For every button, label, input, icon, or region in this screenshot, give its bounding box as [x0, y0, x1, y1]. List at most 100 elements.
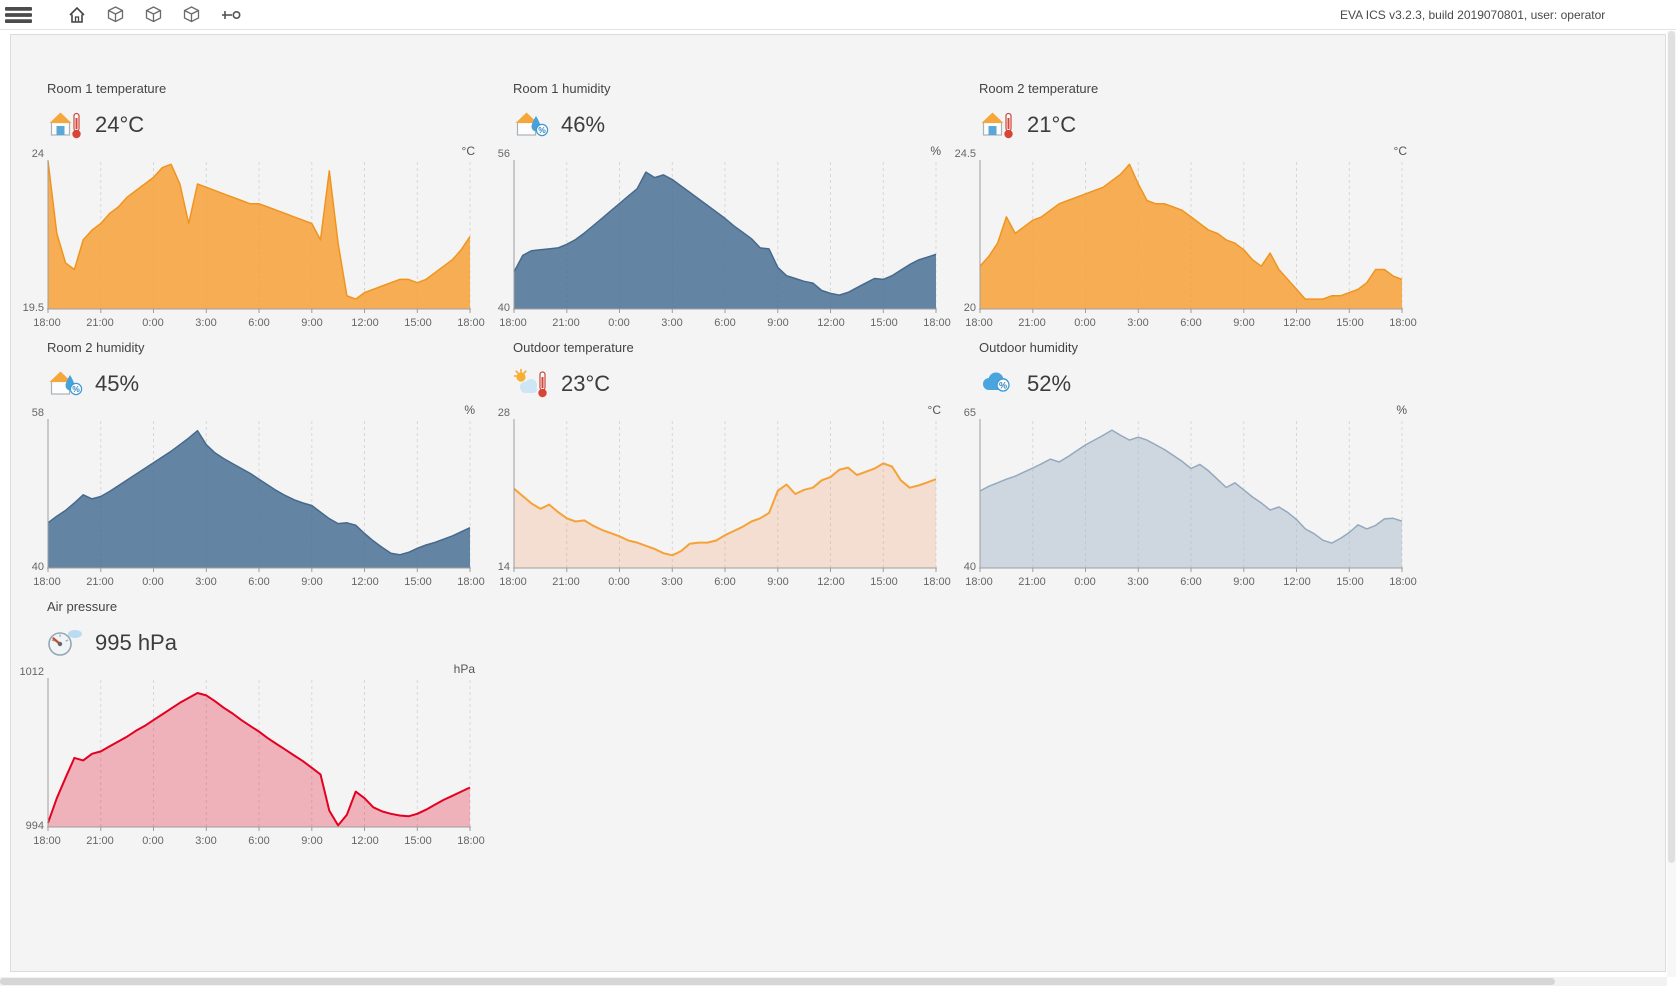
x-tick-label: 18:00	[499, 317, 527, 329]
menu-icon[interactable]	[3, 2, 34, 28]
x-tick-label: 18:00	[457, 835, 485, 847]
top-nav	[66, 4, 243, 26]
x-tick-label: 12:00	[817, 317, 845, 329]
x-tick-label: 9:00	[301, 576, 323, 588]
x-tick-label: 3:00	[195, 576, 217, 588]
x-tick-label: 18:00	[457, 317, 485, 329]
chart-title: Room 2 humidity	[47, 340, 145, 355]
x-tick-label: 6:00	[714, 317, 736, 329]
x-tick-label: 6:00	[714, 576, 736, 588]
current-value: 995 hPa	[95, 630, 177, 655]
y-axis-unit-label: °C	[927, 403, 941, 417]
x-axis-labels: 18:00 21:00 0:00 3:00 6:00 9:00 12:00 15:00 18:0…	[33, 576, 485, 592]
outdoor-humidity-chart	[979, 419, 1403, 572]
x-tick-label: 18:00	[33, 835, 61, 847]
x-tick-label: 12:00	[351, 317, 379, 329]
chart-area: 28 14 °C 18:00 21:00 0:00 3:00 6:00 9:00 12:00…	[498, 403, 951, 588]
x-tick-label: 9:00	[767, 317, 789, 329]
x-tick-label: 15:00	[1336, 317, 1364, 329]
room-2-temperature-chart	[979, 160, 1403, 313]
x-tick-label: 15:00	[870, 317, 898, 329]
cloud-humidity-icon	[979, 368, 1017, 400]
chart-title: Outdoor humidity	[979, 340, 1078, 355]
x-axis-labels: 18:00 21:00 0:00 3:00 6:00 9:00 12:00 15:00 18:0…	[965, 317, 1417, 333]
x-tick-label: 21:00	[86, 835, 114, 847]
x-tick-label: 18:00	[923, 576, 951, 588]
x-tick-label: 12:00	[351, 835, 379, 847]
x-tick-label: 0:00	[1074, 576, 1096, 588]
x-tick-label: 3:00	[195, 835, 217, 847]
x-tick-label: 12:00	[1283, 317, 1311, 329]
x-tick-label: 9:00	[301, 835, 323, 847]
room-2-humidity-chart	[47, 419, 471, 572]
y-axis-max-label: 56	[497, 148, 510, 160]
horizontal-scrollbar-thumb[interactable]	[0, 978, 1555, 985]
x-tick-label: 21:00	[86, 317, 114, 329]
x-tick-label: 3:00	[1127, 317, 1149, 329]
y-axis-unit-label: hPa	[453, 662, 475, 676]
horizontal-scrollbar[interactable]	[0, 977, 1667, 986]
vertical-scrollbar[interactable]	[1667, 31, 1676, 977]
y-axis-min-label: 994	[25, 820, 44, 832]
home-icon[interactable]	[66, 4, 88, 26]
y-axis-min-label: 40	[963, 561, 976, 573]
x-tick-label: 0:00	[1074, 317, 1096, 329]
current-value-row: 995 hPa	[47, 624, 477, 662]
chart-title: Room 2 temperature	[979, 81, 1099, 96]
current-value: 24°C	[95, 112, 145, 137]
x-axis-labels: 18:00 21:00 0:00 3:00 6:00 9:00 12:00 15:00 18:0…	[499, 576, 951, 592]
x-tick-label: 15:00	[870, 576, 898, 588]
x-tick-label: 12:00	[351, 576, 379, 588]
panel-room-1-humidity: Room 1 humidity 46% 56 40 % 18:00 21:00 0:…	[477, 81, 951, 329]
x-tick-label: 15:00	[404, 317, 432, 329]
box-icon[interactable]	[105, 4, 126, 25]
x-tick-label: 18:00	[965, 576, 993, 588]
x-tick-label: 0:00	[608, 317, 630, 329]
x-tick-label: 18:00	[1389, 317, 1417, 329]
box-icon[interactable]	[181, 4, 202, 25]
current-value: 45%	[95, 371, 140, 396]
x-tick-label: 21:00	[1018, 576, 1046, 588]
x-tick-label: 18:00	[33, 317, 61, 329]
node-icon[interactable]	[219, 6, 243, 24]
chart-title: Room 1 humidity	[513, 81, 611, 96]
y-axis-min-label: 20	[963, 302, 976, 314]
current-value-row: 52%	[979, 365, 1409, 403]
x-tick-label: 9:00	[767, 576, 789, 588]
house-humidity-icon	[47, 368, 85, 400]
x-tick-label: 0:00	[142, 576, 164, 588]
x-tick-label: 18:00	[457, 576, 485, 588]
house-thermometer-icon	[47, 109, 85, 141]
y-axis-unit-label: %	[930, 144, 941, 158]
current-value: 23°C	[561, 371, 611, 396]
x-tick-label: 6:00	[248, 576, 270, 588]
panel-room-1-temperature: Room 1 temperature 24°C 24 19.5 °C 18:00…	[11, 81, 485, 329]
current-value: 52%	[1027, 371, 1072, 396]
x-tick-label: 9:00	[301, 317, 323, 329]
room-1-temperature-chart	[47, 160, 471, 313]
x-tick-label: 18:00	[923, 317, 951, 329]
current-value: 21°C	[1027, 112, 1077, 137]
x-tick-label: 12:00	[817, 576, 845, 588]
house-thermometer-icon	[979, 109, 1017, 141]
y-axis-min-label: 19.5	[22, 302, 44, 314]
x-tick-label: 18:00	[1389, 576, 1417, 588]
y-axis-max-label: 58	[31, 407, 44, 419]
vertical-scrollbar-thumb[interactable]	[1668, 31, 1675, 864]
x-tick-label: 6:00	[248, 835, 270, 847]
y-axis-unit-label: %	[464, 403, 475, 417]
x-tick-label: 12:00	[1283, 576, 1311, 588]
x-tick-label: 18:00	[499, 576, 527, 588]
current-value-row: 24°C	[47, 106, 477, 144]
current-value-row: 45%	[47, 365, 477, 403]
box-icon[interactable]	[143, 4, 164, 25]
x-tick-label: 3:00	[1127, 576, 1149, 588]
gauge-icon	[47, 627, 85, 659]
sun-cloud-thermometer-icon	[513, 368, 551, 400]
y-axis-unit-label: °C	[1393, 144, 1407, 158]
room-1-humidity-chart	[513, 160, 937, 313]
x-tick-label: 21:00	[86, 576, 114, 588]
chart-title: Air pressure	[47, 599, 118, 614]
x-tick-label: 21:00	[552, 317, 580, 329]
current-value-row: 23°C	[513, 365, 943, 403]
